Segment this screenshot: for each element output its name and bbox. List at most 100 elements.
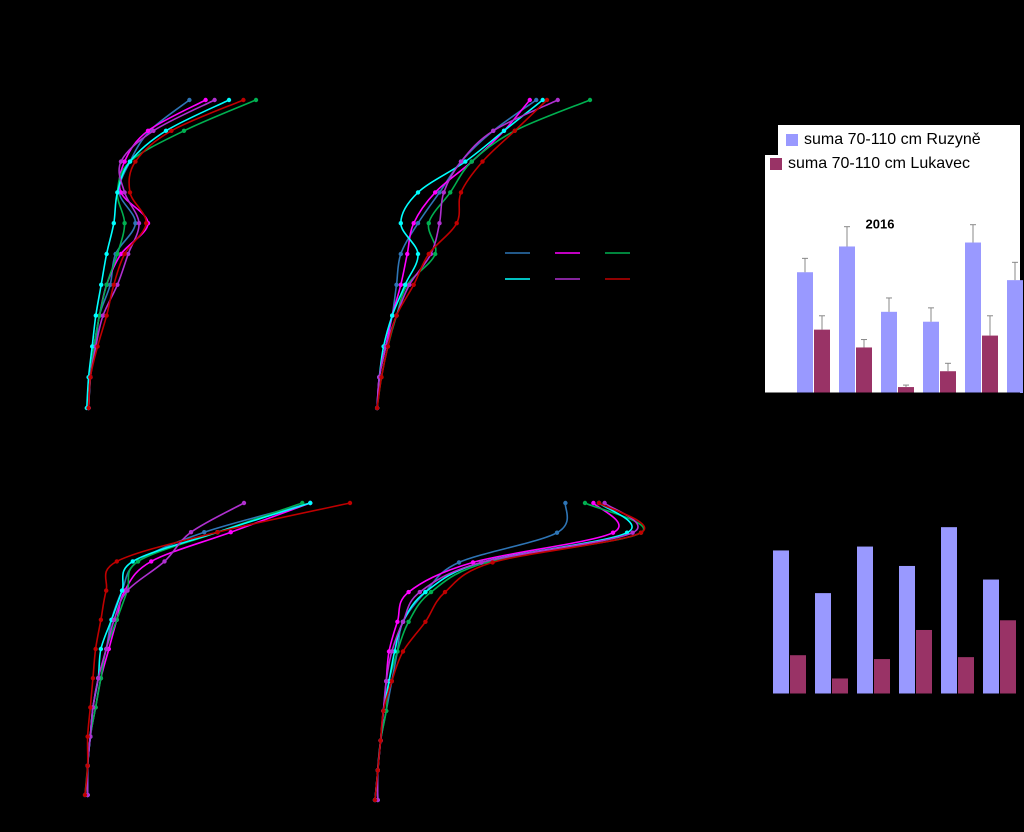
bar	[790, 655, 806, 694]
point	[630, 530, 635, 535]
point	[118, 159, 124, 164]
point	[127, 190, 133, 195]
bar	[940, 371, 956, 393]
point	[228, 530, 233, 535]
bar	[898, 387, 914, 393]
point	[104, 282, 109, 287]
point	[96, 676, 101, 681]
point	[415, 221, 421, 226]
point	[456, 560, 462, 565]
point	[82, 792, 88, 798]
point	[596, 500, 602, 506]
point	[149, 559, 154, 564]
point	[97, 313, 102, 318]
point	[379, 375, 384, 380]
point	[463, 159, 468, 164]
point	[602, 500, 607, 506]
point	[591, 500, 596, 506]
point	[215, 530, 220, 535]
point	[115, 251, 120, 257]
point	[104, 646, 109, 652]
point	[202, 530, 207, 535]
bar	[1007, 280, 1023, 393]
point	[426, 221, 431, 226]
point	[308, 500, 313, 506]
point	[540, 97, 545, 103]
point	[378, 738, 383, 743]
point	[93, 646, 98, 652]
point	[437, 221, 442, 226]
point	[426, 251, 431, 257]
point	[441, 190, 446, 195]
series-line	[84, 502, 351, 796]
point	[389, 649, 394, 654]
point	[122, 221, 127, 226]
point	[527, 97, 532, 103]
point	[115, 190, 120, 195]
point	[415, 251, 421, 257]
point	[118, 251, 124, 257]
point	[398, 221, 403, 226]
point	[501, 128, 507, 133]
point	[491, 128, 496, 133]
point	[411, 221, 416, 226]
point	[395, 619, 400, 624]
point	[469, 159, 474, 164]
point	[375, 768, 380, 773]
point	[125, 588, 130, 593]
point	[433, 251, 438, 257]
point	[534, 97, 539, 103]
bar	[983, 579, 999, 694]
point	[582, 500, 588, 506]
bar	[832, 678, 848, 694]
chart-title: 2016	[866, 216, 895, 231]
point	[563, 500, 568, 506]
point	[135, 559, 141, 564]
point	[402, 282, 408, 287]
point	[381, 708, 386, 714]
point	[122, 159, 127, 164]
point	[162, 559, 167, 564]
point	[415, 190, 421, 195]
point	[405, 251, 410, 257]
point	[389, 679, 394, 684]
point	[398, 282, 403, 287]
bar	[881, 311, 897, 393]
legend-label: suma 70-110 cm Lukavec	[788, 155, 970, 172]
bar	[856, 347, 872, 393]
point	[111, 282, 117, 287]
point	[203, 97, 208, 103]
point	[544, 97, 550, 103]
point	[226, 97, 232, 103]
point	[90, 344, 95, 349]
point	[104, 251, 109, 257]
point	[554, 530, 560, 535]
point	[241, 97, 246, 103]
point	[458, 190, 464, 195]
point	[111, 221, 117, 226]
point	[423, 619, 428, 624]
series-line	[374, 502, 646, 801]
point	[555, 97, 560, 103]
bar	[923, 321, 939, 393]
point	[428, 589, 434, 595]
point	[480, 159, 485, 164]
point	[458, 159, 464, 164]
point	[394, 313, 399, 318]
point	[95, 344, 100, 349]
point	[433, 190, 438, 195]
point	[587, 97, 593, 103]
point	[372, 797, 378, 803]
point	[151, 128, 156, 133]
point	[407, 282, 412, 287]
point	[115, 282, 120, 287]
bar	[839, 246, 855, 393]
point	[212, 97, 217, 103]
point	[479, 560, 484, 565]
point	[98, 617, 104, 622]
point	[100, 313, 106, 318]
point	[169, 128, 174, 133]
point	[406, 619, 411, 624]
point	[454, 221, 459, 226]
